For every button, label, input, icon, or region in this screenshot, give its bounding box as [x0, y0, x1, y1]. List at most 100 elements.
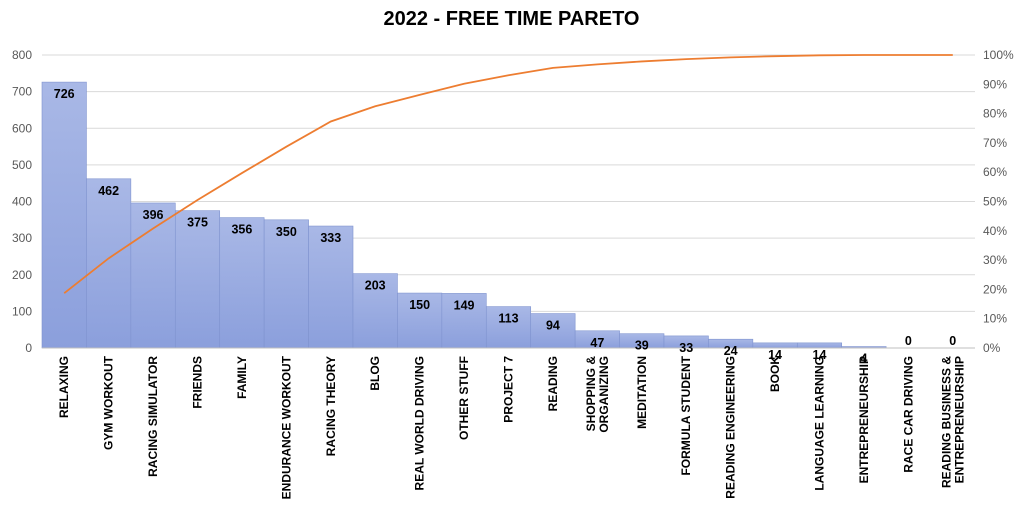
chart-title: 2022 - FREE TIME PARETO [383, 8, 640, 30]
x-category-label-line: RACING THEORY [324, 356, 338, 456]
y-tick-label: 100 [12, 304, 32, 318]
y2-tick-label: 30% [983, 253, 1007, 267]
data-label: 333 [320, 231, 341, 245]
x-category-label-line: READING ENGINEERING [724, 356, 738, 499]
x-category-label-line: OTHER STUFF [457, 356, 471, 440]
y2-tick-label: 100% [983, 48, 1014, 62]
data-label: 0 [905, 334, 912, 348]
axes: 0 100 200 300 400 500 600 700 800 0% 10% 20% 30% 40% 5… [12, 48, 1014, 355]
x-category-label-line: RACE CAR DRIVING [901, 356, 915, 473]
x-category-label: LANGUAGE LEARNING [813, 356, 827, 491]
data-label: 39 [635, 339, 649, 353]
x-category-label: FRIENDS [191, 356, 205, 409]
bar [397, 292, 443, 349]
x-category-label-line: ENDURANCE WORKOUT [279, 355, 293, 499]
x-category-label-line: FORMULA STUDENT [679, 355, 693, 475]
x-category-label-line: FRIENDS [191, 356, 205, 409]
data-label: 203 [365, 279, 386, 293]
data-label: 356 [231, 223, 252, 237]
bar [441, 293, 487, 349]
x-category-label-line: PROJECT 7 [502, 356, 516, 423]
x-category-label: RACING THEORY [324, 356, 338, 456]
x-category-label-line: BOOK [768, 356, 782, 392]
x-category-label: BLOG [368, 356, 382, 391]
x-category-label: FAMILY [235, 356, 249, 399]
x-category-label-line: FAMILY [235, 356, 249, 399]
x-category-label-line: ENTREPRENEURSHIP [857, 356, 871, 483]
bar [86, 178, 132, 349]
data-label: 726 [54, 87, 75, 101]
data-label: 375 [187, 216, 208, 230]
x-category-label: REAL WORLD DRIVING [413, 356, 427, 490]
data-label: 462 [98, 184, 119, 198]
bar [352, 273, 398, 349]
cumulative-percent-line [63, 54, 953, 294]
y2-tick-label: 90% [983, 77, 1007, 91]
x-category-label-line: READING BUSINESS & [939, 356, 953, 488]
data-label: 149 [454, 298, 475, 312]
x-category-label-line: MEDITATION [635, 356, 649, 429]
data-label: 47 [590, 336, 604, 350]
x-category-label: OTHER STUFF [457, 356, 471, 440]
bar [485, 306, 532, 349]
x-category-label: READING BUSINESS &ENTREPRENEURSHIP [939, 356, 966, 488]
bars [41, 81, 887, 349]
bar [41, 81, 87, 349]
data-label: 396 [143, 208, 164, 222]
y2-tick-label: 0% [983, 341, 1001, 355]
bar [530, 313, 576, 349]
x-category-label: RACE CAR DRIVING [901, 356, 915, 473]
bar [219, 217, 265, 349]
bar [308, 225, 354, 349]
y-tick-label: 500 [12, 158, 32, 172]
x-category-label-line: GYM WORKOUT [102, 355, 116, 450]
x-category-label-line: ORGANIZING [597, 356, 611, 433]
y-tick-label: 800 [12, 48, 32, 62]
bar [130, 202, 176, 349]
data-label: 4 [860, 352, 867, 366]
x-category-label: SHOPPING &ORGANIZING [584, 356, 611, 433]
x-category-label: ENTREPRENEURSHIP [857, 356, 871, 483]
y-tick-label: 300 [12, 231, 32, 245]
y2-tick-label: 60% [983, 165, 1007, 179]
x-category-label-line: ENTREPRENEURSHIP [952, 356, 966, 483]
x-category-label: RACING SIMULATOR [146, 356, 160, 477]
x-category-label: RELAXING [57, 356, 71, 418]
data-label: 24 [724, 344, 738, 358]
x-category-label: PROJECT 7 [502, 356, 516, 423]
data-label: 14 [813, 348, 827, 362]
x-category-label-line: SHOPPING & [584, 356, 598, 432]
y2-tick-label: 20% [983, 282, 1007, 296]
y-tick-label: 400 [12, 195, 32, 209]
x-category-label: FORMULA STUDENT [679, 355, 693, 475]
data-label: 350 [276, 225, 297, 239]
y-tick-label: 700 [12, 85, 32, 99]
data-label: 33 [679, 341, 693, 355]
bar [174, 210, 221, 349]
y-tick-label: 200 [12, 268, 32, 282]
y-tick-label: 0 [25, 341, 32, 355]
x-category-label: ENDURANCE WORKOUT [279, 355, 293, 499]
data-label: 150 [409, 298, 430, 312]
data-label: 94 [546, 319, 560, 333]
x-category-label: MEDITATION [635, 356, 649, 429]
y2-tick-label: 40% [983, 224, 1007, 238]
y2-tick-label: 10% [983, 312, 1007, 326]
x-category-label-line: LANGUAGE LEARNING [813, 356, 827, 491]
data-label: 14 [768, 348, 782, 362]
cumulative-line [63, 54, 953, 294]
y2-tick-label: 50% [983, 195, 1007, 209]
labels: 726 462 396 375 356 350 333 203 150 149 113 94 47 39 3… [54, 87, 967, 499]
x-category-label: BOOK [768, 356, 782, 392]
x-category-label-line: RACING SIMULATOR [146, 356, 160, 477]
y-tick-label: 600 [12, 121, 32, 135]
y2-tick-label: 80% [983, 107, 1007, 121]
x-category-label-line: RELAXING [57, 356, 71, 418]
y2-tick-label: 70% [983, 136, 1007, 150]
bar [263, 219, 309, 349]
x-category-label: READING ENGINEERING [724, 356, 738, 499]
x-category-label-line: BLOG [368, 356, 382, 391]
x-category-label-line: REAL WORLD DRIVING [413, 356, 427, 490]
